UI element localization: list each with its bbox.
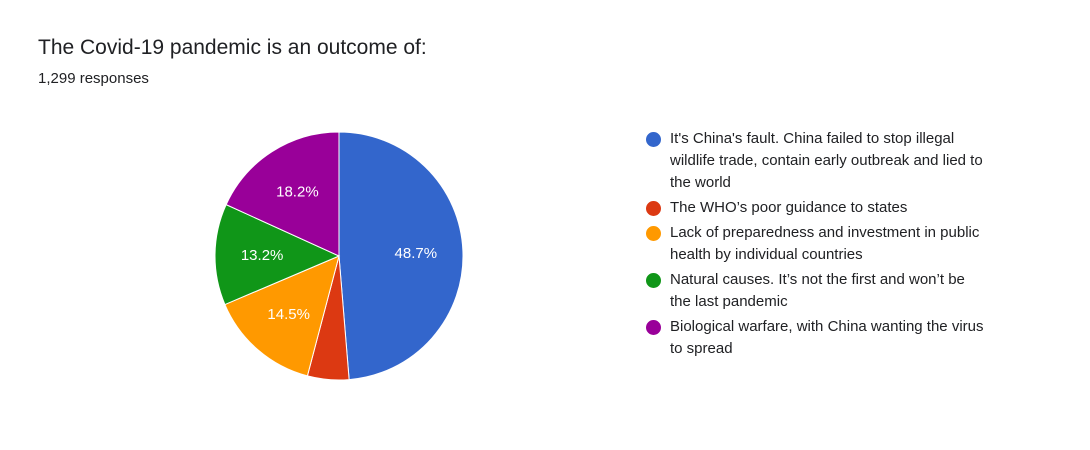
pie-slice-5[interactable]	[225, 131, 340, 257]
legend-item-5[interactable]: Biological warfare, with China wanting t…	[646, 316, 986, 360]
slice-label-1: 48.7%	[395, 245, 438, 262]
legend-swatch-icon	[646, 226, 661, 241]
legend-swatch-icon	[646, 273, 661, 288]
pie-slice-1[interactable]	[338, 131, 464, 381]
pie-slice-3[interactable]	[224, 255, 340, 377]
legend-label: It's China's fault. China failed to stop…	[670, 130, 983, 191]
legend-item-4[interactable]: Natural causes. It’s not the first and w…	[646, 269, 986, 313]
slice-label-4: 13.2%	[241, 247, 284, 264]
legend-label: Biological warfare, with China wanting t…	[670, 318, 984, 357]
legend-item-2[interactable]: The WHO’s poor guidance to states	[646, 197, 986, 219]
legend-item-3[interactable]: Lack of preparedness and investment in p…	[646, 222, 986, 266]
response-count: 1,299 responses	[38, 70, 149, 87]
legend-label: Lack of preparedness and investment in p…	[670, 224, 980, 263]
legend-item-1[interactable]: It's China's fault. China failed to stop…	[646, 128, 986, 194]
legend-swatch-icon	[646, 320, 661, 335]
legend-swatch-icon	[646, 132, 661, 147]
legend: It's China's fault. China failed to stop…	[646, 128, 986, 363]
slice-label-3: 14.5%	[267, 306, 310, 323]
question-title: The Covid-19 pandemic is an outcome of:	[38, 36, 427, 59]
legend-label: Natural causes. It’s not the first and w…	[670, 271, 965, 310]
slice-label-5: 18.2%	[276, 183, 319, 200]
legend-swatch-icon	[646, 201, 661, 216]
pie-slice-4[interactable]	[214, 203, 341, 306]
legend-label: The WHO’s poor guidance to states	[670, 199, 908, 216]
